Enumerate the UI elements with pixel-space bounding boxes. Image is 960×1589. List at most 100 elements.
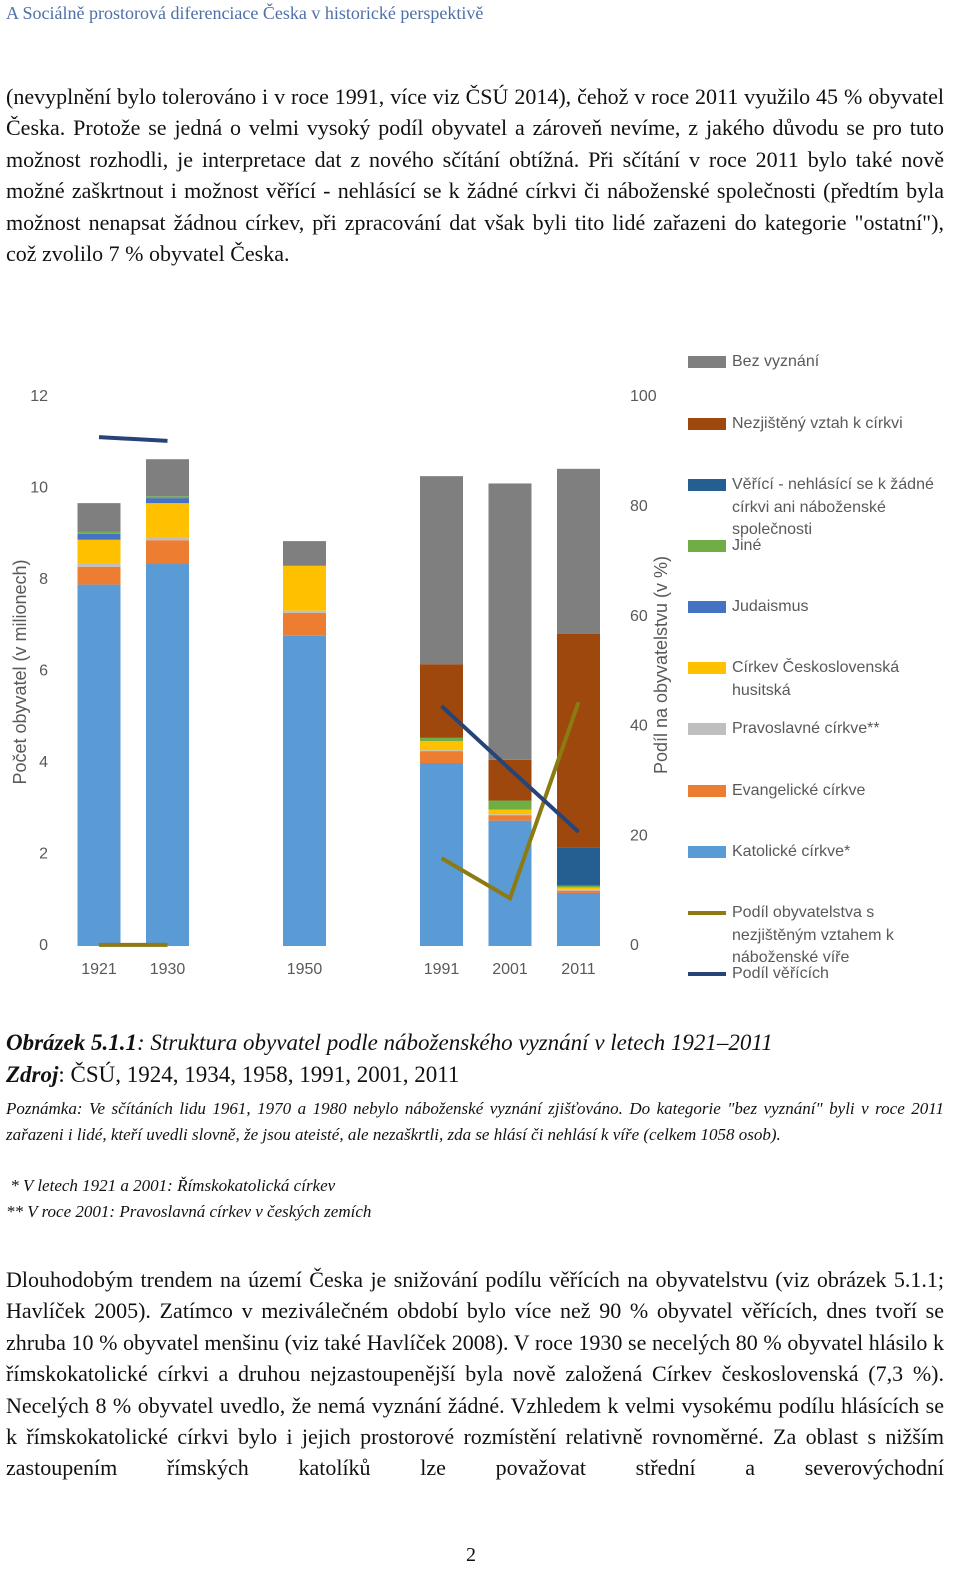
bar-segment (420, 751, 463, 763)
bar-segment (77, 503, 121, 532)
y-tick-label: 0 (39, 937, 48, 954)
x-tick-label: 1950 (287, 961, 323, 978)
y2-tick-label: 100 (630, 388, 657, 405)
bar-segment (488, 800, 532, 810)
legend-swatch (688, 785, 726, 797)
paragraph: Dlouhodobým trendem na území Česka je sn… (6, 1267, 944, 1481)
line (99, 701, 581, 947)
bar-segment (77, 533, 121, 540)
y-tick-label: 10 (30, 480, 48, 497)
y2-tick-label: 20 (630, 827, 648, 844)
bar-segment (557, 468, 600, 634)
legend-swatch (688, 911, 726, 915)
y-tick-label: 4 (39, 754, 48, 771)
x-tick-label: 1991 (424, 961, 460, 978)
bar-segment (146, 498, 189, 504)
legend-label: Judaismus (732, 598, 809, 615)
page-number: 2 (466, 1544, 476, 1566)
bar-segment (77, 563, 121, 567)
bar-segment (488, 809, 532, 815)
bar-segment (420, 750, 463, 752)
x-tick-label: 1930 (150, 961, 186, 978)
note: ** V roce 2001: Pravoslavná církev v čes… (6, 1202, 372, 1221)
bar-segment (488, 820, 532, 946)
y-tick-label: 12 (30, 388, 48, 405)
legend-swatch (688, 723, 726, 735)
legend-swatch (688, 418, 726, 430)
bar-segment (488, 483, 532, 760)
y2-tick-label: 80 (630, 498, 648, 515)
bar-segment (420, 664, 463, 738)
bar-segment (283, 565, 326, 611)
bar-segment (77, 566, 121, 585)
bar-segment (283, 610, 326, 613)
legend-label: Církev Československá husitská (732, 659, 900, 699)
bar-segment (283, 612, 326, 636)
bar-segment (488, 815, 532, 821)
line (98, 435, 580, 834)
bar-segment (557, 890, 600, 893)
legend-swatch (688, 972, 726, 976)
note: Poznámka: Ve sčítáních lidu 1961, 1970 a… (6, 1099, 944, 1144)
y-tick-label: 8 (39, 571, 48, 588)
bar-segment (488, 759, 532, 801)
bar-segment (557, 892, 600, 946)
bar-segment (420, 741, 463, 751)
bar-segment (557, 847, 600, 886)
bar-segment (420, 476, 463, 665)
y2-tick-label: 40 (630, 718, 648, 735)
legend-label: Nezjištěný vztah k církvi (732, 415, 903, 432)
legend-swatch (688, 540, 726, 552)
bar-segment (146, 503, 189, 537)
y2-tick-label: 60 (630, 608, 648, 625)
bar-segment (77, 531, 121, 534)
legend-swatch (688, 846, 726, 858)
bar-segment (283, 635, 326, 946)
caption-text: : Struktura obyvatel podle náboženského … (136, 1030, 773, 1055)
bar-segment (77, 584, 121, 946)
bar-segment (146, 496, 189, 499)
y-tick-label: 6 (39, 663, 48, 680)
caption-label: Obrázek 5.1.1 (6, 1030, 137, 1055)
bar-segment (146, 536, 189, 541)
chart: 0 2 4 6 8 10 12 0 20 40 60 80 100 Počet obyvatel (v m… (10, 388, 671, 978)
note: * V letech 1921 a 2001: Římskokatolická … (6, 1176, 336, 1195)
legend-label: Bez vyznání (732, 353, 820, 370)
legend-label: Podíl obyvatelstva s nezjištěným vztahem… (732, 904, 894, 966)
legend-swatch (688, 479, 726, 491)
source-text: : ČSÚ, 1924, 1934, 1958, 1991, 2001, 201… (58, 1062, 460, 1087)
legend-label: Evangelické církve (732, 782, 866, 799)
legend-label: Podíl věřících (732, 965, 829, 982)
legend-label: Pravoslavné církve** (732, 720, 880, 737)
legend-label: Věřící - nehlásící se k žádné církvi ani… (732, 476, 934, 538)
bar-segment (146, 563, 189, 946)
y2-tick-label: 0 (630, 937, 639, 954)
bar-segment (488, 814, 532, 816)
x-tick-label: 2001 (492, 961, 528, 978)
legend-label: Katolické církve* (732, 843, 851, 860)
bar-segment (146, 540, 189, 564)
legend-swatch (688, 356, 726, 368)
figure-source: Zdroj: ČSÚ, 1924, 1934, 1958, 1991, 2001… (6, 1062, 459, 1088)
bar-segment (146, 459, 189, 497)
figure-caption: Obrázek 5.1.1: Struktura obyvatel podle … (6, 1030, 773, 1056)
y-tick-label: 2 (39, 846, 48, 863)
bar-segment (420, 737, 463, 742)
y2-axis-title: Podíl na obyvatelstvu (v %) (651, 556, 671, 774)
paragraph: (nevyplnění bylo tolerováno i v roce 199… (6, 84, 944, 267)
bar-segment (557, 885, 600, 888)
x-tick-label: 2011 (561, 961, 596, 978)
bar-segment (283, 541, 326, 566)
legend-label: Jiné (732, 537, 762, 554)
bar-segment (557, 887, 600, 890)
y-axis-title: Počet obyvatel (v milionech) (10, 559, 30, 784)
x-tick-label: 1921 (81, 961, 117, 978)
bar-segment (420, 763, 463, 946)
legend-swatch (688, 662, 726, 674)
source-label: Zdroj (6, 1062, 59, 1087)
running-header: A Sociálně prostorová diferenciace Česka… (6, 3, 484, 23)
bar-segment (77, 539, 121, 564)
legend-swatch (688, 601, 726, 613)
bar-segment (557, 889, 600, 891)
